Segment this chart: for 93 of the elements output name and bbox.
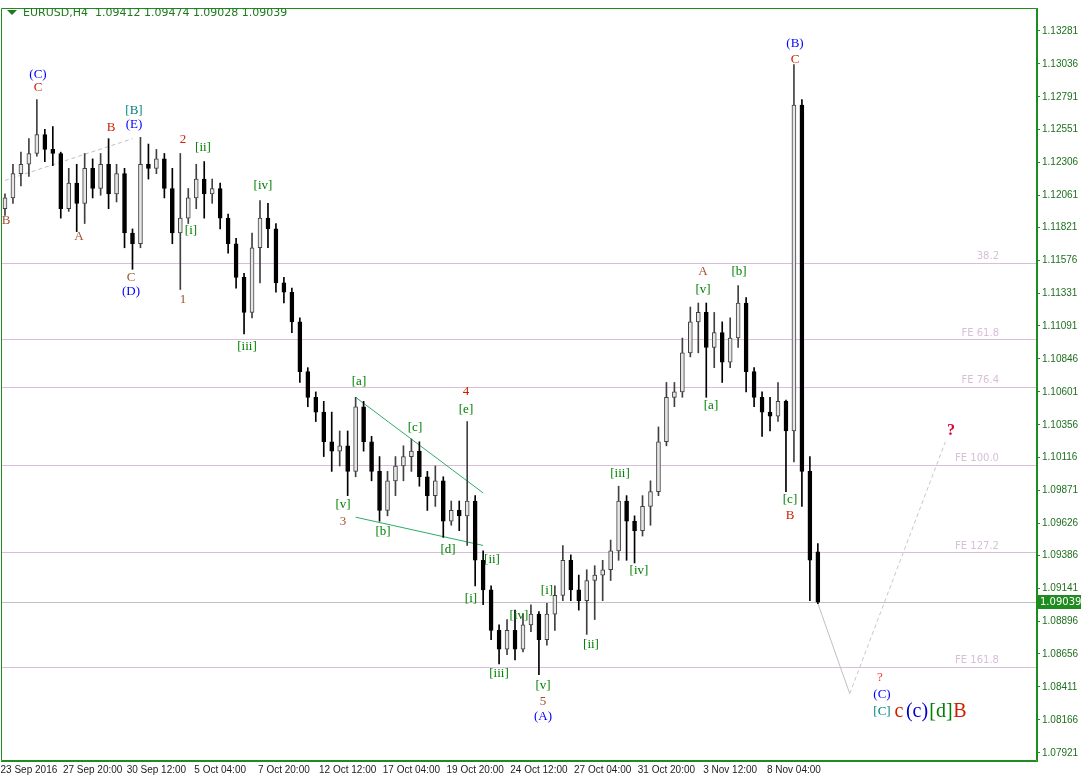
y-tick-label: 1.08411 [1042, 680, 1078, 692]
annotation: (C) [873, 686, 891, 702]
y-tick-label: 1.10601 [1042, 385, 1079, 397]
annotation: [i] [540, 582, 554, 598]
x-tick-label: 24 Oct 12:00 [510, 763, 568, 775]
annotation: 2 [179, 131, 187, 147]
annotation: FE 61.8 [961, 326, 999, 338]
x-tick-label: 27 Oct 04:00 [574, 763, 632, 775]
y-tick-label: 1.10116 [1042, 450, 1078, 462]
y-tick-label: 1.09626 [1042, 516, 1079, 528]
y-tick-label: 1.08656 [1042, 647, 1079, 659]
annotation: [iii] [237, 338, 257, 354]
annotation: c [894, 699, 904, 722]
annotation: 4 [462, 383, 470, 399]
annotation: [iv] [253, 177, 273, 193]
y-tick-label: 1.12306 [1042, 155, 1079, 167]
annotation: (c) [905, 699, 929, 723]
annotation: [c] [407, 419, 423, 435]
annotation: ? [877, 669, 884, 685]
y-tick-label: 1.11091 [1042, 319, 1078, 331]
annotation: B [106, 119, 116, 135]
y-tick-label: 1.13281 [1042, 24, 1079, 36]
annotation: ? [947, 421, 955, 439]
annotation: A [698, 263, 709, 279]
annotation: [v] [535, 677, 551, 693]
x-tick-label: 7 Oct 20:00 [258, 763, 311, 775]
annotation: [e] [458, 401, 474, 417]
annotation: [b] [375, 523, 391, 539]
y-tick-label: 1.10846 [1042, 352, 1079, 364]
y-tick-label: 1.10356 [1042, 418, 1079, 430]
annotation: (A) [533, 708, 553, 724]
x-tick-label: 5 Oct 04:00 [194, 763, 247, 775]
x-tick-label: 30 Sep 12:00 [126, 763, 187, 775]
annotation: [iii] [489, 665, 509, 681]
annotation: (C) [29, 66, 47, 82]
x-tick-label: 17 Oct 04:00 [382, 763, 441, 775]
annotation: [ii] [583, 636, 599, 652]
y-tick-label: 1.12791 [1042, 90, 1079, 102]
x-tick-label: 27 Sep 20:00 [62, 763, 123, 775]
annotation: [a] [351, 373, 367, 389]
annotation: FE 100.0 [955, 452, 999, 464]
annotation: 5 [539, 693, 547, 709]
x-tick-label: 23 Sep 2016 [0, 763, 58, 775]
annotation: [c] [782, 491, 798, 507]
annotation: FE 127.2 [955, 539, 999, 551]
annotation: [a] [703, 397, 719, 413]
y-tick-label: 1.12551 [1042, 122, 1079, 134]
x-tick-label: 3 Nov 12:00 [703, 763, 758, 775]
annotation: [b] [731, 263, 747, 279]
x-tick-label: 8 Nov 04:00 [766, 763, 822, 775]
y-tick-label: 1.09871 [1042, 483, 1079, 495]
y-tick-label: 1.12061 [1042, 188, 1079, 200]
y-tick-label: 1.07921 [1042, 746, 1079, 758]
annotation: [v] [695, 281, 711, 297]
annotation: C [33, 79, 43, 95]
y-tick-label: 1.11576 [1042, 254, 1078, 266]
annotation: C [126, 269, 136, 285]
y-tick-label: 1.11331 [1042, 287, 1078, 299]
annotation: B [785, 507, 795, 523]
y-tick-label: 1.11821 [1042, 221, 1078, 233]
annotation: [d] [440, 541, 456, 557]
y-tick-label: 1.13036 [1042, 57, 1079, 69]
annotation: C [790, 51, 800, 67]
annotation: [i] [184, 222, 198, 238]
annotation: [ii] [484, 551, 500, 567]
annotation: (B) [786, 35, 804, 51]
y-tick-label: 1.08166 [1042, 713, 1079, 725]
x-tick-label: 19 Oct 20:00 [446, 763, 505, 775]
price-tag: 1.09039 [1037, 595, 1081, 610]
annotation: [v] [335, 496, 351, 512]
y-tick-label: 1.09386 [1042, 549, 1079, 561]
x-tick-label: 31 Oct 20:00 [637, 763, 696, 775]
y-tick-label: 1.08896 [1042, 615, 1079, 627]
annotation: [iii] [610, 465, 630, 481]
annotation: B [953, 699, 967, 722]
annotation: 38.2 [976, 250, 999, 262]
annotation: [i] [464, 590, 478, 606]
annotation: 1 [179, 291, 187, 307]
annotation: [iv] [629, 562, 649, 578]
annotation: B [1, 212, 11, 228]
annotation: 3 [339, 513, 347, 529]
chart-title: EURUSD,H4 1.09412 1.09474 1.09028 1.09039 [23, 6, 288, 19]
annotation: (E) [125, 116, 143, 132]
annotation: (D) [121, 283, 141, 299]
x-tick-label: 12 Oct 12:00 [319, 763, 377, 775]
annotation: A [74, 228, 85, 244]
annotation: [d] [929, 699, 953, 722]
y-tick-label: 1.09141 [1042, 582, 1079, 594]
annotation: [B] [125, 102, 143, 118]
annotation: FE 161.8 [955, 654, 999, 666]
annotation: [ii] [195, 139, 211, 155]
annotation: [C] [873, 703, 891, 719]
annotation: FE 76.4 [961, 374, 999, 386]
